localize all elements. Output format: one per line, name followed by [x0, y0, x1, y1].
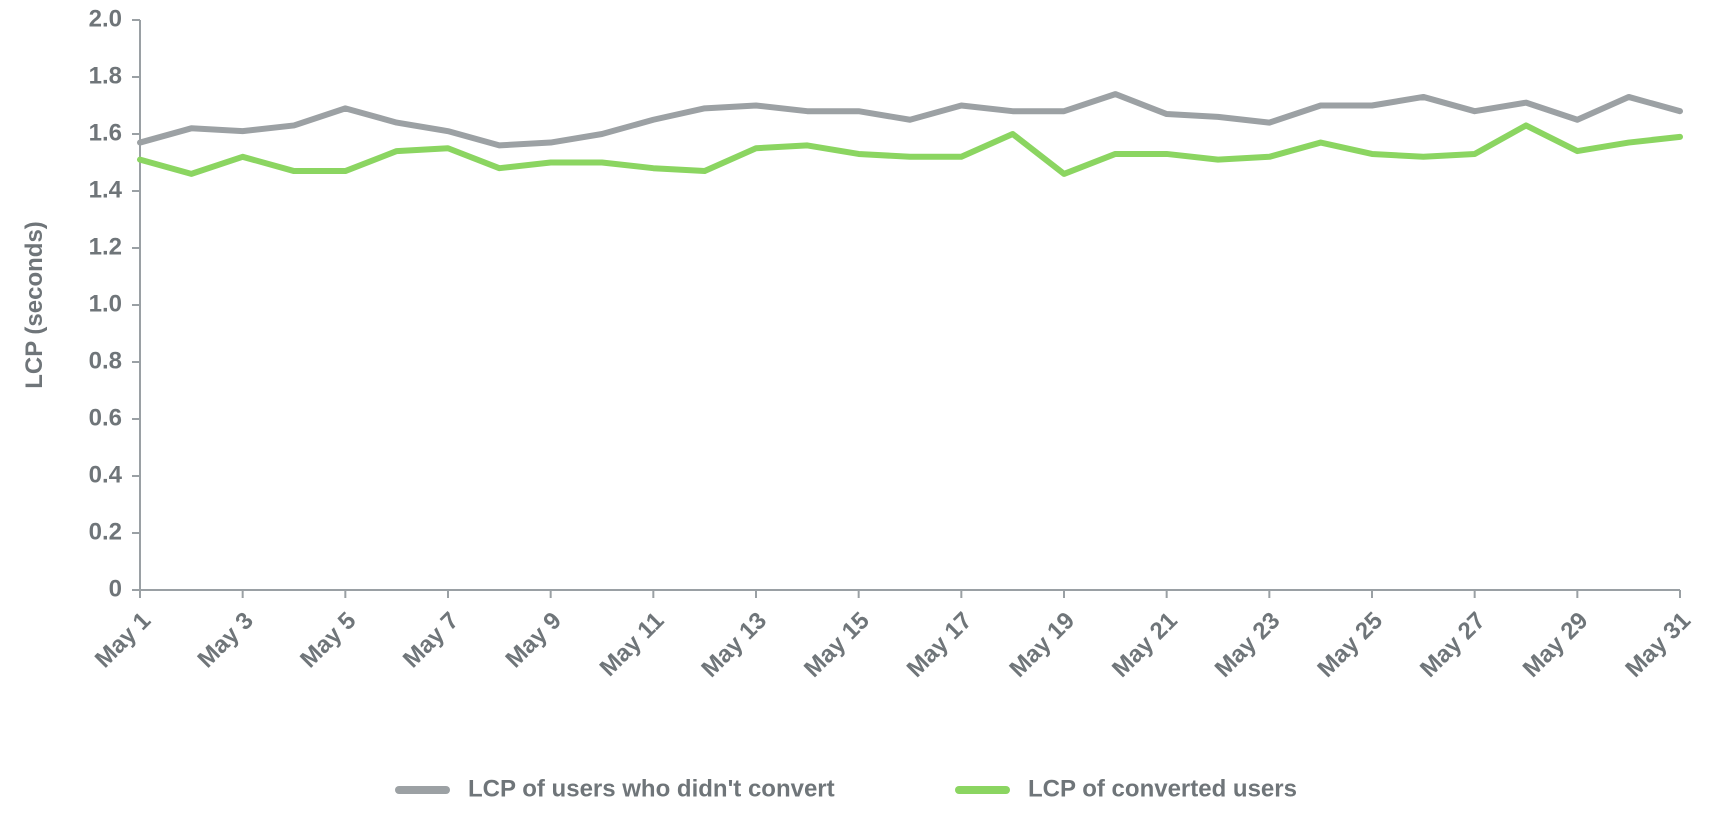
y-axis-label: LCP (seconds) — [21, 221, 48, 389]
legend-label: LCP of users who didn't convert — [468, 775, 835, 802]
y-tick-label: 0.4 — [89, 461, 123, 488]
lcp-line-chart: 0 0.2 0.4 0.6 0.8 1.0 1.2 1.4 1.6 1.8 2.0 LCP (seco… — [0, 0, 1720, 840]
legend-label: LCP of converted users — [1028, 775, 1297, 802]
legend-swatch — [395, 786, 450, 794]
y-tick-label: 1.0 — [89, 290, 122, 317]
y-tick-label: 1.2 — [89, 233, 122, 260]
chart-svg: 0 0.2 0.4 0.6 0.8 1.0 1.2 1.4 1.6 1.8 2.0 LCP (seco… — [0, 0, 1720, 840]
y-tick-label: 0.2 — [89, 518, 122, 545]
legend-swatch — [955, 786, 1010, 794]
y-tick-label: 1.8 — [89, 62, 122, 89]
y-tick-label: 0.6 — [89, 404, 122, 431]
y-tick-label: 0.8 — [89, 347, 122, 374]
y-tick-label: 0 — [109, 575, 122, 602]
y-tick-label: 1.4 — [89, 176, 123, 203]
y-tick-label: 1.6 — [89, 119, 122, 146]
y-tick-label: 2.0 — [89, 5, 122, 32]
